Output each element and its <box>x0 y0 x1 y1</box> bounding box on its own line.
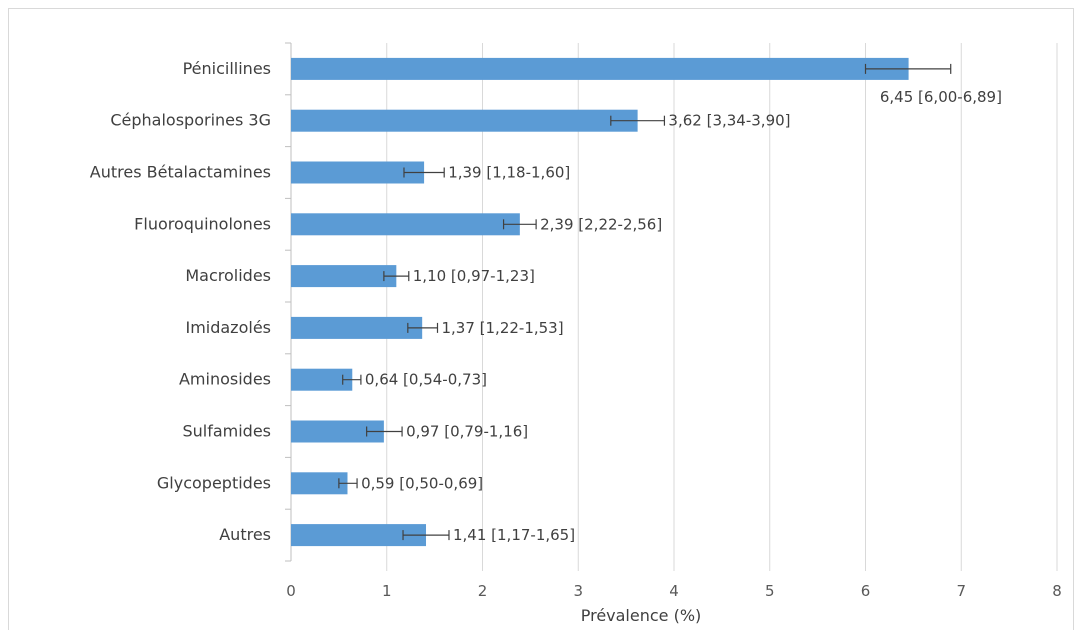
error-bar <box>342 374 362 385</box>
bar <box>291 472 348 495</box>
error-bar <box>383 271 410 282</box>
x-tick-label: 5 <box>765 582 775 600</box>
data-label: 0,59 [0,50-0,69] <box>361 474 483 492</box>
bar <box>291 420 384 443</box>
error-bar <box>610 115 666 126</box>
x-tick-label: 8 <box>1052 582 1062 600</box>
bar <box>291 213 520 236</box>
category-labels: Pénicillines Céphalosporines 3G Autres Bét… <box>90 59 271 544</box>
x-tick-label: 0 <box>286 582 296 600</box>
data-label: 1,10 [0,97-1,23] <box>413 267 535 285</box>
x-axis-label: Prévalence (%) <box>581 606 702 625</box>
bar <box>291 316 423 339</box>
data-label: 1,41 [1,17-1,65] <box>453 526 575 544</box>
error-bars <box>338 63 952 541</box>
x-tick-label: 1 <box>382 582 392 600</box>
category-label: Pénicillines <box>183 59 271 78</box>
bar <box>291 161 425 184</box>
data-label: 1,37 [1,22-1,53] <box>441 319 563 337</box>
axes <box>285 42 292 562</box>
category-label: Autres Bétalactamines <box>90 163 271 182</box>
x-tick-labels: 0 1 2 3 4 5 6 7 8 <box>286 582 1062 600</box>
bar <box>291 368 353 391</box>
error-bar <box>864 63 952 74</box>
error-bar <box>338 478 358 489</box>
x-tick-label: 7 <box>956 582 966 600</box>
bar <box>291 109 638 132</box>
bars <box>291 57 909 547</box>
category-label: Sulfamides <box>182 422 271 441</box>
data-label: 6,45 [6,00-6,89] <box>880 88 1002 106</box>
data-label: 2,39 [2,22-2,56] <box>540 215 662 233</box>
error-bar <box>402 530 450 541</box>
error-bar <box>366 426 403 437</box>
data-labels: 6,45 [6,00-6,89] 3,62 [3,34-3,90] 1,39 [1,… <box>361 88 1002 544</box>
data-label: 3,62 [3,34-3,90] <box>668 112 790 130</box>
category-label: Autres <box>219 525 271 544</box>
error-bar <box>403 167 445 178</box>
category-label: Imidazolés <box>185 318 271 337</box>
error-bar <box>502 219 537 230</box>
x-tick-label: 2 <box>478 582 488 600</box>
category-label: Macrolides <box>185 266 271 285</box>
data-label: 0,64 [0,54-0,73] <box>365 371 487 389</box>
bar <box>291 524 427 547</box>
bar <box>291 265 397 288</box>
error-bar <box>407 322 439 333</box>
x-tick-label: 6 <box>861 582 871 600</box>
category-label: Glycopeptides <box>157 473 271 492</box>
data-label: 1,39 [1,18-1,60] <box>448 164 570 182</box>
category-label: Céphalosporines 3G <box>110 111 271 130</box>
data-label: 0,97 [0,79-1,16] <box>406 423 528 441</box>
bar <box>291 57 909 80</box>
x-tick-label: 3 <box>573 582 583 600</box>
x-tick-label: 4 <box>669 582 679 600</box>
category-label: Fluoroquinolones <box>134 214 271 233</box>
category-label: Aminosides <box>179 370 271 389</box>
chart-frame <box>8 8 1074 630</box>
